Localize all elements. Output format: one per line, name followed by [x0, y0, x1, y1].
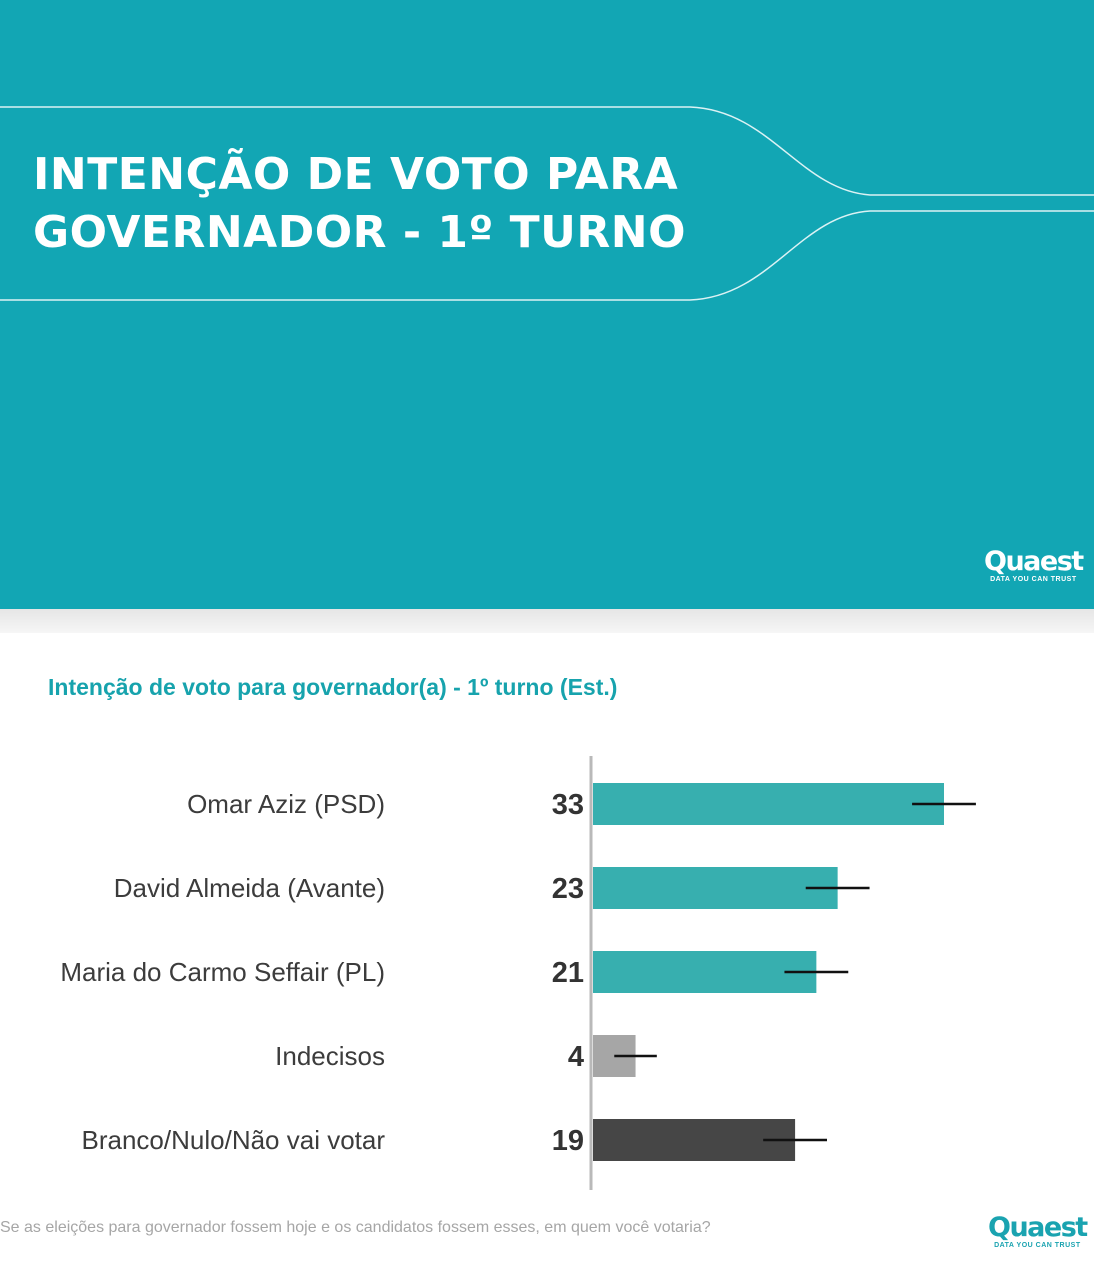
category-label: Maria do Carmo Seffair (PL): [60, 957, 385, 987]
value-label: 33: [552, 789, 584, 821]
page-title: INTENÇÃO DE VOTO PARA GOVERNADOR - 1º TU…: [33, 146, 686, 262]
value-label: 23: [552, 873, 584, 905]
value-label: 19: [552, 1125, 584, 1157]
logo-tagline: DATA YOU CAN TRUST: [994, 1242, 1081, 1249]
divider-band: [0, 609, 1094, 633]
category-label: Indecisos: [275, 1041, 385, 1071]
title-line-1: INTENÇÃO DE VOTO PARA: [33, 149, 679, 200]
logo-name: Quaest: [988, 1212, 1088, 1243]
value-label: 4: [568, 1041, 584, 1073]
header-banner: INTENÇÃO DE VOTO PARA GOVERNADOR - 1º TU…: [0, 0, 1094, 609]
category-label: Omar Aziz (PSD): [187, 789, 385, 819]
survey-question: Se as eleições para governador fossem ho…: [0, 1219, 711, 1236]
category-label: Branco/Nulo/Não vai votar: [82, 1125, 386, 1155]
value-label: 21: [552, 957, 584, 989]
title-line-2: GOVERNADOR - 1º TURNO: [33, 207, 687, 258]
chart-title: Intenção de voto para governador(a) - 1º…: [48, 674, 618, 700]
bottle-outline-decoration: [0, 106, 1094, 301]
bar: [593, 951, 817, 993]
bar: [593, 1119, 796, 1161]
bar-chart: Omar Aziz (PSD) 33 David Almeida (Avante) 2…: [60, 756, 976, 1190]
logo-tagline: DATA YOU CAN TRUST: [990, 576, 1077, 583]
category-label: David Almeida (Avante): [114, 873, 385, 903]
logo-name: Quaest: [984, 546, 1084, 577]
bar: [593, 867, 838, 909]
quaest-logo-footer: Quaest DATA YOU CAN TRUST: [988, 1212, 1088, 1250]
quaest-logo: Quaest DATA YOU CAN TRUST: [984, 546, 1084, 584]
bar: [593, 783, 944, 825]
